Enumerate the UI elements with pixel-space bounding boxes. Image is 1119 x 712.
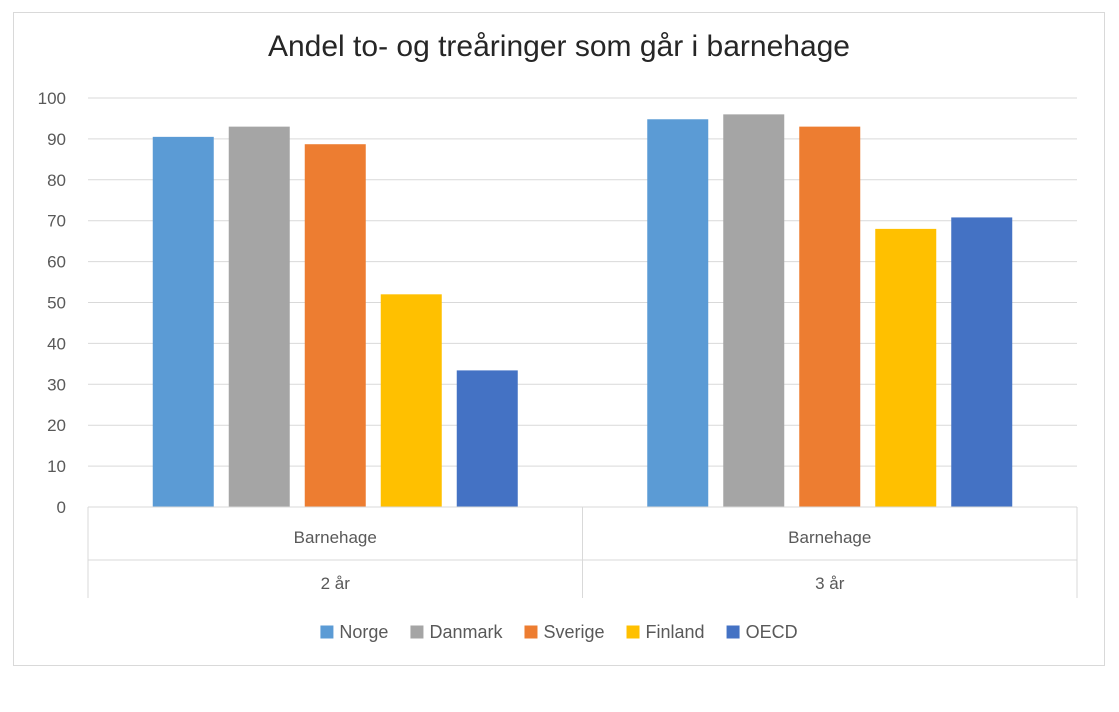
y-tick-label: 0 [57,498,66,517]
bar-oecd-2 [951,217,1013,508]
bars [152,114,1013,508]
legend: Norge Danmark Sverige Finland OECD [320,622,798,642]
y-tick-label: 10 [47,457,66,476]
y-tick-label: 70 [47,212,66,231]
bar-norge-2 [647,119,709,507]
y-tick-label: 40 [47,334,66,353]
y-tick-label: 20 [47,416,66,435]
legend-label-finland: Finland [646,622,705,642]
bar-oecd-1 [456,370,518,507]
legend-label-norge: Norge [339,622,388,642]
category-group-label: Barnehage [294,528,377,547]
category-label: 2 år [321,574,351,593]
legend-swatch-oecd [726,625,740,639]
category-group-label: Barnehage [788,528,871,547]
legend-label-oecd: OECD [746,622,798,642]
y-tick-label: 100 [38,89,66,108]
legend-swatch-sverige [524,625,538,639]
y-tick-label: 80 [47,171,66,190]
legend-swatch-finland [626,625,640,639]
category-label: 3 år [815,574,845,593]
y-tick-label: 90 [47,130,66,149]
chart-title: Andel to- og treåringer som går i barneh… [268,30,850,63]
legend-label-sverige: Sverige [543,622,604,642]
legend-label-danmark: Danmark [429,622,503,642]
legend-swatch-norge [320,625,334,639]
bar-finland-1 [380,294,442,507]
y-tick-label: 60 [47,253,66,272]
bar-sverige-2 [799,126,861,507]
legend-swatch-danmark [410,625,424,639]
y-tick-label: 30 [47,375,66,394]
bar-sverige-1 [304,144,366,508]
bar-norge-1 [152,136,214,508]
bar-finland-2 [875,228,937,507]
bar-danmark-2 [723,114,785,508]
bar-danmark-1 [228,126,290,507]
y-tick-label: 50 [47,294,66,313]
y-axis-ticks: 0 10 20 30 40 50 60 70 80 90 100 [38,89,66,517]
x-axis: Barnehage 2 år Barnehage 3 år [87,506,1078,598]
